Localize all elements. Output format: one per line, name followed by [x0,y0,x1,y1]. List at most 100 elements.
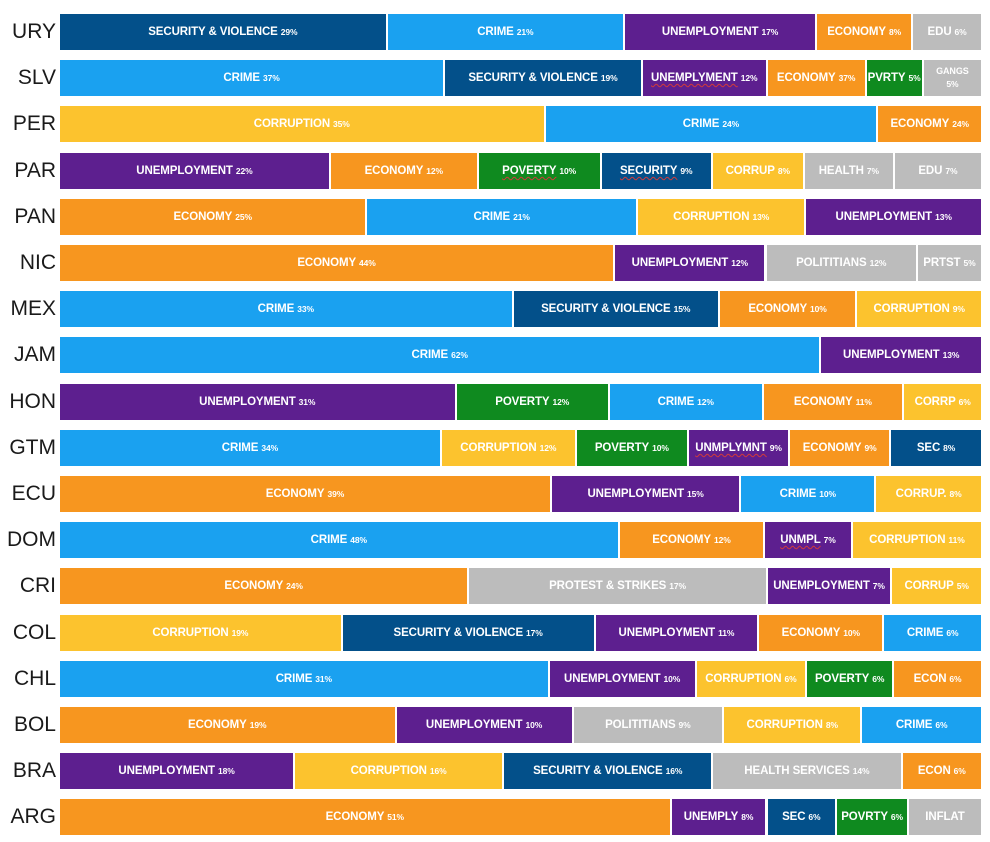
segment-percent: 6% [953,766,966,776]
segment-label: CORRP 6% [915,396,971,408]
bar-segment: PVRTY 5% [866,60,924,96]
segment-label: ECONOMY 51% [325,811,405,823]
segment-label: PROTEST & STRIKES 17% [549,580,686,592]
segment-percent: 12% [426,166,444,176]
segment-name: UNEMPLY [683,811,739,823]
segment-label: CORRUPTION 16% [351,765,447,777]
segment-percent: 9% [952,304,965,314]
row-label-par: PAR [14,159,56,182]
segment-label: UNEMPLOYMENT 10% [564,673,680,685]
bar-segment: GANGS 5% [923,60,981,96]
bar-segment: SEC 6% [767,799,838,835]
bar-segment: CORRUPTION 19% [60,615,343,651]
segment-name: UNEMPLOYMENT [136,165,233,177]
segment-percent: 8% [949,489,962,499]
segment-label: CORRUPTION 11% [869,534,965,546]
segment-percent: 33% [297,304,314,314]
segment-percent: 17% [761,27,779,37]
bar-segment: SEC 8% [891,430,981,466]
segment-name: POVERTY [502,165,557,177]
segment-name: CRIME [473,211,511,223]
row-label-nic: NIC [19,251,56,274]
bar-segment: CORRP 6% [904,384,982,420]
row-label-hon: HON [9,390,56,413]
segment-name: ECONOMY [325,811,385,823]
bar-segment: UNEMPLOYMENT 7% [767,568,893,604]
bar-segment: POVERTY 6% [807,661,895,697]
segment-name: CORRUPTION [746,719,823,731]
segment-name: ECONOMY [748,303,808,315]
segment-name: POLITITIANS [796,257,867,269]
segment-name: CORRUPTION [705,673,782,685]
segment-name: ECON [917,765,951,777]
segment-label: CORRUPTION 12% [460,442,556,454]
segment-name: SECURITY & VIOLENCE [541,303,671,315]
bar-segment: CORRUP 8% [712,153,805,189]
segment-name: PROTEST & STRIKES [549,580,667,592]
bar-segment: CRIME 48% [60,522,620,558]
segment-percent: 24% [286,581,303,591]
bar-segment: SECURITY & VIOLENCE 17% [342,615,596,651]
segment-name: PRTST [923,257,961,269]
segment-percent: 16% [429,766,447,776]
segment-name: SECURITY & VIOLENCE [148,26,278,38]
segment-name: INFLAT [925,811,965,823]
segment-name: UNMPLYMNT [695,442,767,454]
segment-name: ECONOMY [827,26,886,38]
segment-name: CRIME [477,26,514,38]
segment-label: UNEMPLOYMENT 12% [632,257,748,269]
segment-label: CRIME 6% [896,719,948,731]
segment-name: ECONOMY [802,442,862,454]
row-label-ury: URY [12,20,56,43]
bar-segment: UNEMPLOYMENT 13% [806,199,981,235]
segment-percent: 10% [525,720,543,730]
segment-label: ECONOMY 39% [266,488,345,500]
segment-percent: 31% [298,397,316,407]
row-label-per: PER [12,112,56,135]
segment-label: POVRTY 6% [841,811,903,823]
segment-percent: 62% [451,350,468,360]
segment-name: CORRP [914,396,956,408]
segment-label: POLITITIANS 9% [605,719,691,731]
segment-label: ECON 6% [914,673,962,685]
bar-segment: UNEMPLYMENT 12% [642,60,768,96]
bar-segment: UNMPLYMNT 9% [689,430,791,466]
bar-segment: CRIME 12% [610,384,764,420]
segment-label: CORRUPTION 6% [705,673,797,685]
segment-percent: 9% [769,443,782,453]
segment-name: POVERTY [814,673,870,685]
segment-label: ECONOMY 8% [827,26,901,38]
segment-name: CORRUP. [895,488,947,500]
row-label-bol: BOL [13,713,56,736]
bar-segment: ECONOMY 8% [817,14,914,50]
segment-label: SECURITY & VIOLENCE 15% [541,303,690,315]
segment-name: UNEMPLOYMENT [587,488,685,500]
segment-name: SECURITY & VIOLENCE [533,765,663,777]
segment-percent: 11% [948,535,965,545]
segment-label: EDU 7% [918,165,957,177]
segment-percent: 6% [946,628,959,638]
segment-label: SECURITY & VIOLENCE 16% [533,765,682,777]
segment-name: CRIME [779,488,817,500]
segment-name: CORRUPTION [350,765,427,777]
bar-segment: ECONOMY 37% [767,60,867,96]
segment-percent: 44% [359,258,376,268]
row-label-jam: JAM [14,343,56,366]
row-label-col: COL [12,621,56,644]
bar-segment: CORRUPTION 12% [441,430,577,466]
segment-percent: 8% [741,812,754,822]
segment-percent: 12% [539,443,557,453]
segment-label: EDU 6% [928,26,967,38]
bar-segment: POVRTY 6% [837,799,910,835]
segment-percent: 34% [261,443,279,453]
segment-name: ECONOMY [781,627,841,639]
segment-percent: 18% [217,766,235,776]
segment-percent: 10% [652,443,669,453]
segment-name: ECONOMY [173,211,233,223]
bar-segment: ECONOMY 12% [330,153,479,189]
segment-name: CRIME [411,349,449,361]
segment-name: ECONOMY [793,396,853,408]
row-label-cri: CRI [19,574,56,597]
segment-percent: 7% [823,535,836,545]
